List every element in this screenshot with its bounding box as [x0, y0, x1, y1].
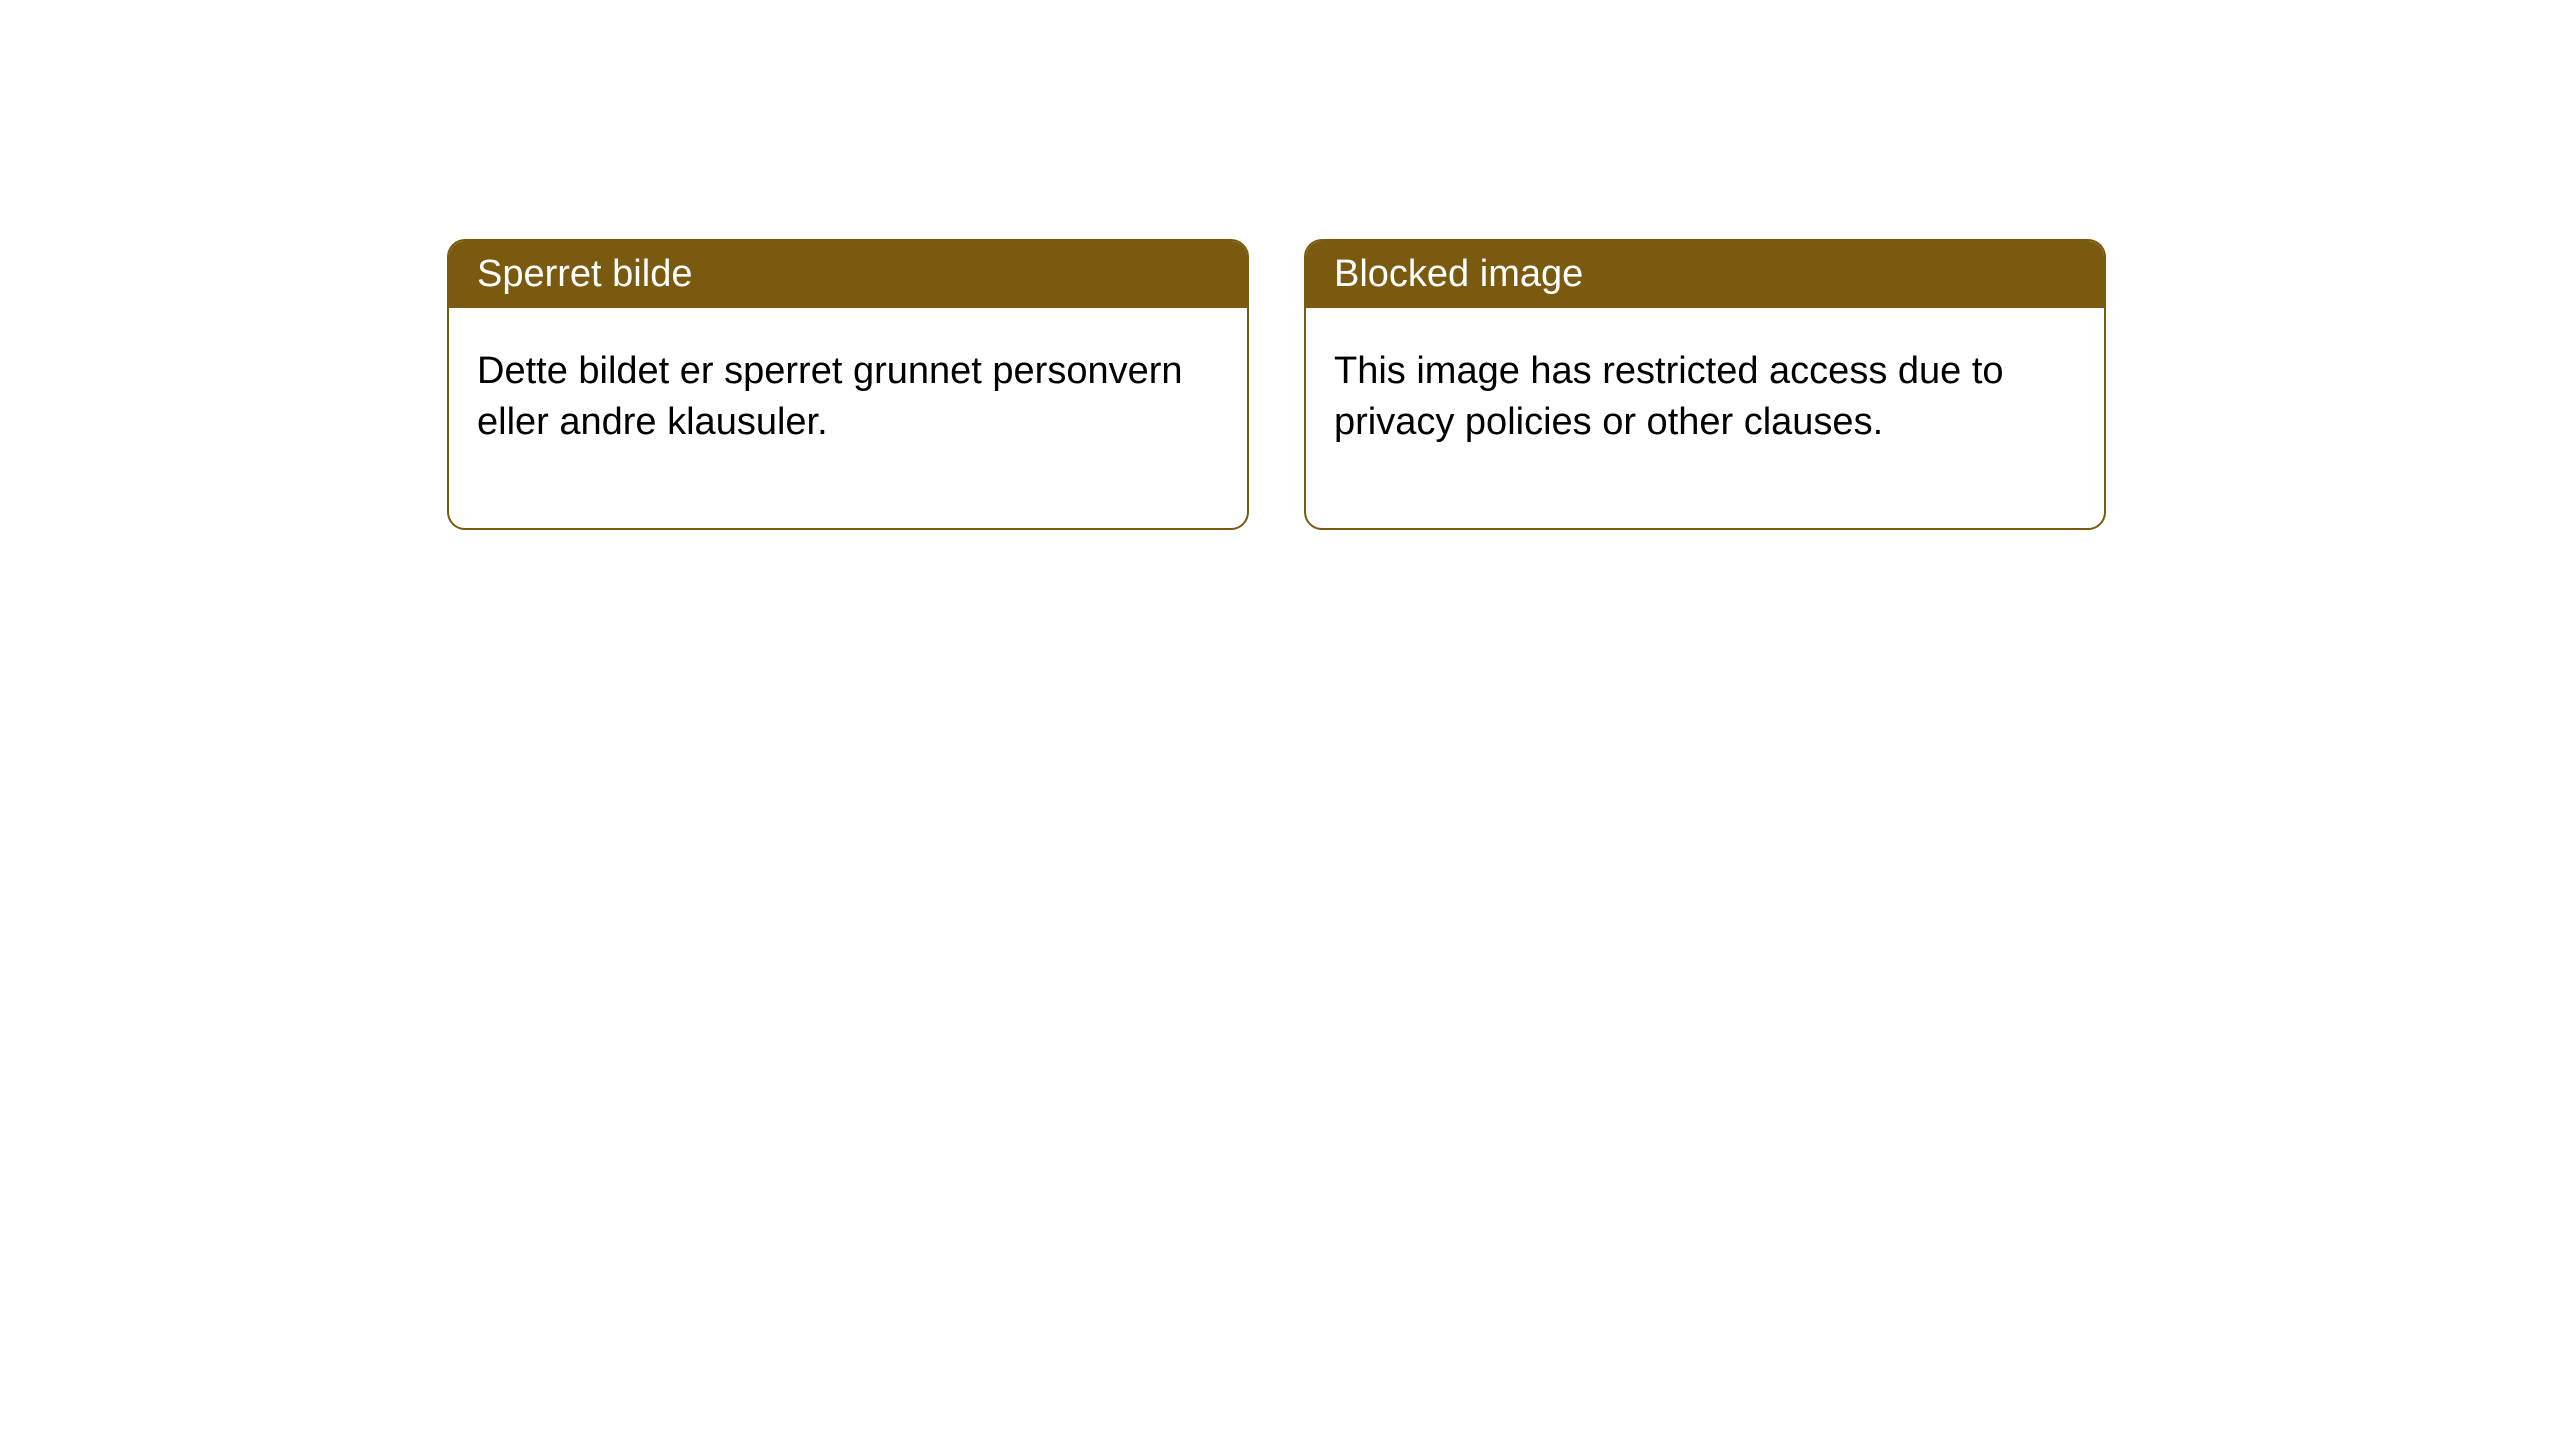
notice-body-text: This image has restricted access due to … — [1334, 350, 2004, 443]
notice-title: Blocked image — [1334, 253, 1583, 295]
notice-body: Dette bildet er sperret grunnet personve… — [449, 308, 1247, 528]
notice-header: Blocked image — [1306, 241, 2104, 308]
notice-card-english: Blocked image This image has restricted … — [1304, 239, 2106, 530]
notice-body: This image has restricted access due to … — [1306, 308, 2104, 528]
notice-header: Sperret bilde — [449, 241, 1247, 308]
notice-card-norwegian: Sperret bilde Dette bildet er sperret gr… — [447, 239, 1249, 530]
notice-cards-container: Sperret bilde Dette bildet er sperret gr… — [447, 239, 2106, 530]
notice-body-text: Dette bildet er sperret grunnet personve… — [477, 350, 1183, 443]
notice-title: Sperret bilde — [477, 253, 692, 295]
